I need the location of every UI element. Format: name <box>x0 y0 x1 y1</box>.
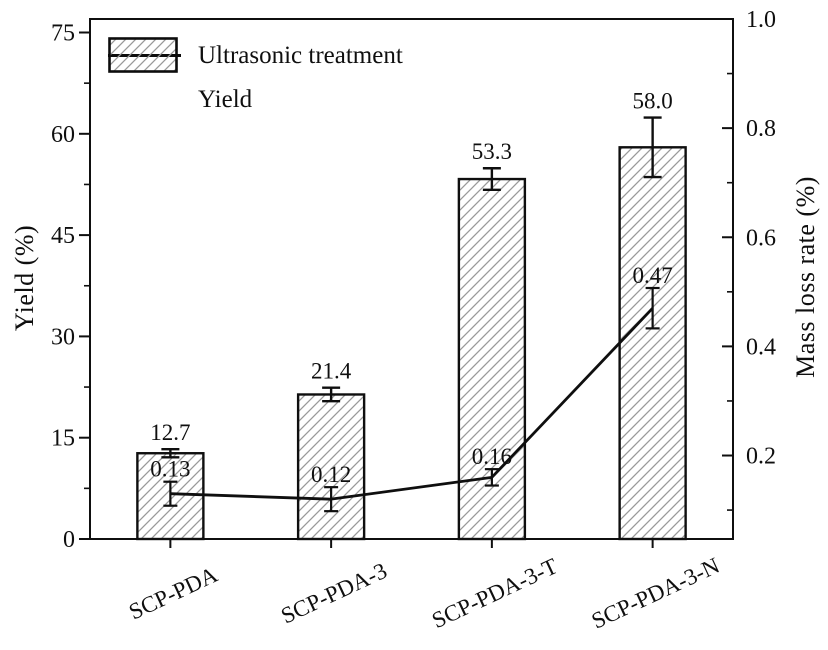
right-tick-label: 0.2 <box>746 444 776 470</box>
legend-label-yield: Yield <box>198 86 253 113</box>
plot-frame <box>89 18 734 540</box>
left-tick-label: 60 <box>51 122 75 148</box>
left-tick-label: 15 <box>51 426 75 452</box>
right-axis-title: Mass loss rate (%) <box>791 176 820 378</box>
hatch-swatch-icon <box>108 37 178 73</box>
left-axis-title: Yield (%) <box>10 224 39 332</box>
mass-value-label: 0.47 <box>633 263 673 288</box>
yield-value-label: 21.4 <box>311 359 352 384</box>
mass-value-label: 0.12 <box>311 462 351 487</box>
yield-bar <box>618 146 687 541</box>
mass-value-label: 0.13 <box>150 457 190 482</box>
left-tick-label: 75 <box>51 21 75 47</box>
left-tick-label: 0 <box>63 527 75 553</box>
right-tick-label: 0.4 <box>746 334 776 360</box>
mass-value-label: 0.16 <box>472 444 512 469</box>
right-tick-label: 0.6 <box>746 225 776 251</box>
legend-label-ultrasonic: Ultrasonic treatment <box>198 42 403 69</box>
yield-value-label: 53.3 <box>472 139 512 164</box>
right-tick-label: 0.8 <box>746 116 776 142</box>
legend: Ultrasonic treatment Yield <box>108 37 403 118</box>
yield-value-label: 12.7 <box>150 420 190 445</box>
left-tick-label: 45 <box>51 223 75 249</box>
legend-entry-yield: Yield <box>108 37 403 118</box>
x-tick-label: SCP-PDA-3 <box>277 558 391 629</box>
x-tick-label: SCP-PDA-3-T <box>428 553 561 633</box>
yield-value-label: 58.0 <box>633 89 673 114</box>
x-tick-label: SCP-PDA <box>125 562 222 625</box>
x-tick-label: SCP-PDA-3-N <box>588 553 724 634</box>
right-tick-label: 1.0 <box>746 7 776 33</box>
left-tick-label: 30 <box>51 324 75 350</box>
mass-line <box>170 307 654 501</box>
